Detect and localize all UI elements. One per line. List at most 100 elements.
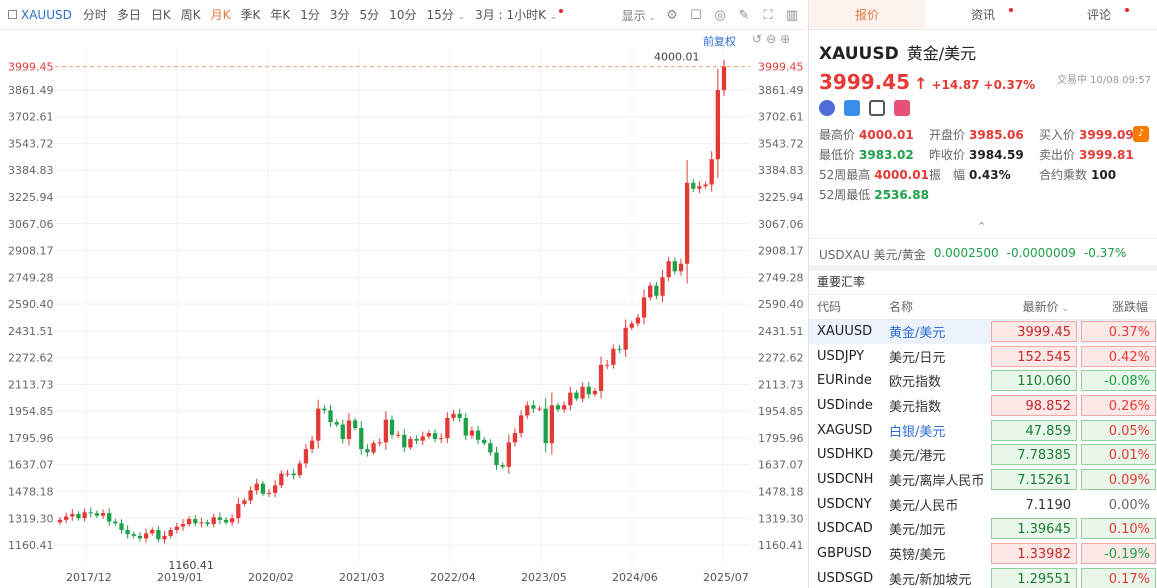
y-tick-label-right: 2590.40 bbox=[758, 298, 804, 311]
timeframe-3[interactable]: 周K bbox=[180, 8, 201, 22]
x-tick-label: 2024/06 bbox=[612, 571, 658, 584]
checkbox-icon[interactable]: ☐ bbox=[690, 7, 702, 23]
candle-body bbox=[150, 529, 155, 534]
document-icon[interactable] bbox=[869, 100, 885, 116]
y-tick-label-right: 3067.06 bbox=[758, 218, 804, 231]
candle-body bbox=[697, 186, 702, 189]
timeframe-4[interactable]: 月K bbox=[210, 8, 231, 22]
col-name[interactable]: 名称 bbox=[881, 295, 989, 320]
candle-body bbox=[641, 297, 647, 318]
row-pct-cell: -0.08% bbox=[1079, 368, 1157, 393]
row-pct-value: 0.00% bbox=[1108, 497, 1150, 513]
timeframe-1[interactable]: 多日 bbox=[116, 8, 141, 22]
table-row[interactable]: USDJPY 美元/日元 152.545 0.42% bbox=[809, 344, 1157, 369]
row-pct-cell: 0.10% bbox=[1079, 517, 1157, 542]
candle-body bbox=[162, 535, 167, 540]
row-pct-value: 0.37% bbox=[1108, 325, 1150, 341]
candle-body bbox=[537, 408, 542, 410]
table-row[interactable]: USDSGD 美元/新加坡元 1.29551 0.17% bbox=[809, 566, 1157, 588]
row-pct: 0.37% bbox=[1081, 321, 1156, 343]
globe-icon[interactable] bbox=[819, 100, 835, 116]
table-row[interactable]: USDCAD 美元/加元 1.39645 0.10% bbox=[809, 517, 1157, 542]
bell-icon[interactable]: ♪ bbox=[1133, 126, 1149, 142]
candle-body bbox=[340, 424, 345, 439]
timeframe-0[interactable]: 分时 bbox=[82, 8, 107, 22]
candle-body bbox=[229, 518, 235, 523]
table-row[interactable]: EURinde 欧元指数 110.060 -0.08% bbox=[809, 368, 1157, 393]
tab-label: 报价 bbox=[854, 8, 879, 22]
candle-body bbox=[469, 430, 475, 436]
timeframe-7[interactable]: 1分 bbox=[300, 8, 320, 22]
tab-comments[interactable]: 评论 bbox=[1041, 0, 1157, 29]
row-pct: -0.19% bbox=[1081, 543, 1156, 565]
table-row[interactable]: USDinde 美元指数 98.852 0.26% bbox=[809, 393, 1157, 418]
candle-body bbox=[328, 410, 333, 423]
timeframe-9[interactable]: 5分 bbox=[359, 8, 380, 22]
restore-adjust-button[interactable]: 前复权 bbox=[703, 35, 736, 48]
row-last-cell: 7.15261 bbox=[989, 467, 1079, 492]
undo-icon[interactable]: ↺ bbox=[752, 32, 763, 46]
candle-body bbox=[691, 182, 696, 189]
stat-value: 3984.59 bbox=[969, 148, 1024, 162]
table-row[interactable]: XAUUSD 黄金/美元 3999.45 0.37% bbox=[809, 319, 1157, 344]
timeframe-more-dropdown[interactable]: 3月 : 1小时K ⌄ bbox=[475, 6, 564, 23]
row-name: 白银/美元 bbox=[889, 424, 946, 440]
camera-icon[interactable]: ◎ bbox=[714, 7, 726, 23]
fullscreen-icon[interactable]: ⛶ bbox=[763, 7, 773, 23]
symbol-selector[interactable]: XAUUSD bbox=[8, 8, 72, 22]
usdxau-row[interactable]: USDXAU 美元/黄金 0.0002500 -0.0000009 -0.37% bbox=[809, 238, 1157, 271]
table-row[interactable]: USDCNY 美元/人民币 7.1190 0.00% bbox=[809, 492, 1157, 517]
zoom-out-icon[interactable]: ⊖ bbox=[766, 32, 777, 46]
candle-body bbox=[475, 430, 481, 440]
candle-body bbox=[260, 483, 266, 494]
y-tick-label-left: 3702.61 bbox=[8, 111, 54, 124]
y-tick-label-left: 1478.18 bbox=[8, 486, 54, 499]
panel-toggle-icon[interactable]: ▥ bbox=[785, 7, 799, 23]
table-row[interactable]: GBPUSD 英镑/美元 1.33982 -0.19% bbox=[809, 541, 1157, 566]
stat-item: 开盘价 3985.06 bbox=[929, 126, 1039, 143]
quote-price: 3999.45 bbox=[819, 70, 911, 94]
table-row[interactable]: USDCNH 美元/离岸人民币 7.15261 0.09% bbox=[809, 467, 1157, 492]
candle-body bbox=[137, 535, 143, 539]
candlestick-chart[interactable]: 3861.49 3861.49 3702.61 3702.61 3543.72 3543.… bbox=[0, 30, 806, 588]
candle-body bbox=[592, 390, 598, 395]
zoom-in-icon[interactable]: ⊕ bbox=[780, 32, 791, 46]
row-pct-cell: 0.17% bbox=[1079, 566, 1157, 588]
table-row[interactable]: USDHKD 美元/港元 7.78385 0.01% bbox=[809, 442, 1157, 467]
col-code[interactable]: 代码 bbox=[809, 295, 881, 320]
tab-quote[interactable]: 报价 bbox=[809, 0, 925, 29]
display-dropdown[interactable]: 显示 ⌄ bbox=[622, 7, 656, 24]
candle-body bbox=[488, 443, 493, 453]
timeframe-6[interactable]: 年K bbox=[270, 8, 291, 22]
col-pct[interactable]: 涨跌幅 bbox=[1079, 295, 1157, 320]
stat-item: 最低价 3983.02 bbox=[819, 146, 929, 163]
candle-body bbox=[549, 405, 555, 444]
stat-label: 最高价 bbox=[819, 128, 856, 142]
y-tick-label-right: 1478.18 bbox=[758, 486, 804, 499]
candle-body bbox=[598, 364, 604, 391]
gear-icon[interactable]: ⚙ bbox=[666, 7, 678, 23]
candle-body bbox=[555, 405, 561, 410]
row-last: 152.545 bbox=[991, 345, 1077, 367]
row-name: 英镑/美元 bbox=[889, 548, 946, 564]
tab-news[interactable]: 资讯 bbox=[925, 0, 1041, 29]
row-pct-cell: 0.01% bbox=[1079, 442, 1157, 467]
x-tick-label: 2023/05 bbox=[521, 571, 567, 584]
timeframe-5[interactable]: 季K bbox=[240, 8, 261, 22]
table-row[interactable]: XAGUSD 白银/美元 47.859 0.05% bbox=[809, 418, 1157, 443]
candle-body bbox=[648, 285, 653, 298]
heart-icon[interactable] bbox=[894, 100, 910, 116]
stat-label: 买入价 bbox=[1039, 128, 1076, 142]
candle-body bbox=[531, 405, 536, 409]
timeframe-10[interactable]: 10分 bbox=[389, 8, 417, 22]
collapse-chevron-icon[interactable]: ⌃ bbox=[977, 220, 987, 233]
candle-body bbox=[703, 184, 708, 187]
timeframe-8[interactable]: 3分 bbox=[329, 8, 350, 22]
col-last[interactable]: 最新价 ⌄ bbox=[989, 295, 1079, 320]
price-chart[interactable]: 3861.49 3861.49 3702.61 3702.61 3543.72 3543.… bbox=[0, 30, 806, 588]
timeframe-2[interactable]: 日K bbox=[150, 8, 171, 22]
timeframe-11[interactable]: 15分 ⌄ bbox=[426, 6, 465, 23]
usdxau-change: -0.0000009 bbox=[1006, 246, 1076, 260]
pencil-icon[interactable]: ✎ bbox=[738, 7, 750, 23]
tag-icon[interactable] bbox=[844, 100, 860, 116]
